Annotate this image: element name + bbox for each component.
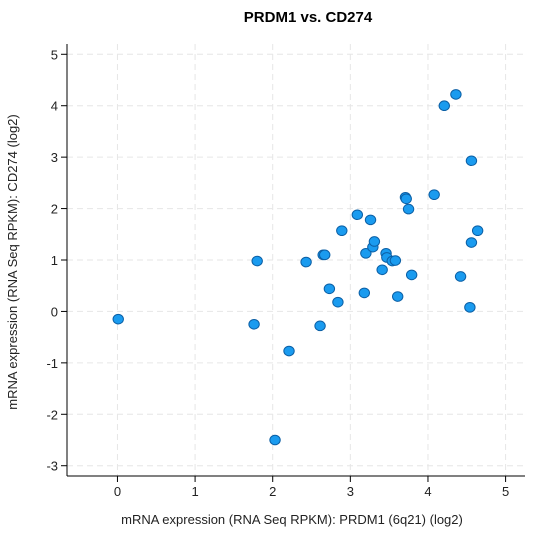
data-point [358,287,371,299]
y-tick-label: -1 [46,356,58,371]
x-tick-label: 4 [424,484,431,499]
x-tick-label: 0 [114,484,121,499]
data-point [323,283,336,295]
data-point [428,189,440,200]
data-point [450,89,462,100]
y-tick-label: 3 [51,150,58,165]
data-point [360,248,372,259]
data-point [454,271,467,282]
data-point [251,255,263,267]
data-point [283,345,295,357]
x-tick-label: 2 [269,484,276,499]
data-point [464,302,476,313]
y-tick-label: 4 [51,99,58,114]
grid [67,44,525,476]
y-tick-label: 5 [51,47,58,62]
data-point [405,269,418,281]
y-axis-label: mRNA expression (RNA Seq RPKM): CD274 (l… [5,114,20,410]
data-point [269,434,281,446]
data-point [391,291,404,302]
data-point [112,313,124,325]
x-tick-label: 5 [502,484,509,499]
x-axis-ticks: 0 1 2 3 4 5 [114,476,509,499]
data-point [465,237,478,248]
axes [66,44,525,477]
data-point [389,255,402,266]
data-point [465,155,478,167]
chart-title: PRDM1 vs. CD274 [244,9,373,26]
data-point [376,264,388,276]
data-point [402,203,415,215]
x-tick-label: 3 [347,484,354,499]
y-tick-label: -2 [46,407,58,422]
data-point [368,236,381,247]
data-point [248,318,260,330]
data-point [400,193,412,205]
data-point [319,249,331,261]
y-tick-label: 1 [51,253,58,268]
data-point [438,100,450,112]
x-tick-label: 1 [191,484,198,499]
data-point [471,225,484,236]
data-point [300,256,312,268]
x-axis-label: mRNA expression (RNA Seq RPKM): PRDM1 (6… [121,512,463,527]
data-point [314,320,326,332]
y-tick-label: 0 [51,304,58,319]
y-axis-ticks: 5 4 3 2 1 0 -1 -2 -3 [46,47,67,474]
data-point [332,296,344,308]
data-point [336,225,348,236]
data-points [112,89,484,446]
data-point [364,214,377,226]
y-tick-label: -3 [46,459,58,474]
y-tick-label: 2 [51,202,58,217]
data-point [351,209,364,221]
